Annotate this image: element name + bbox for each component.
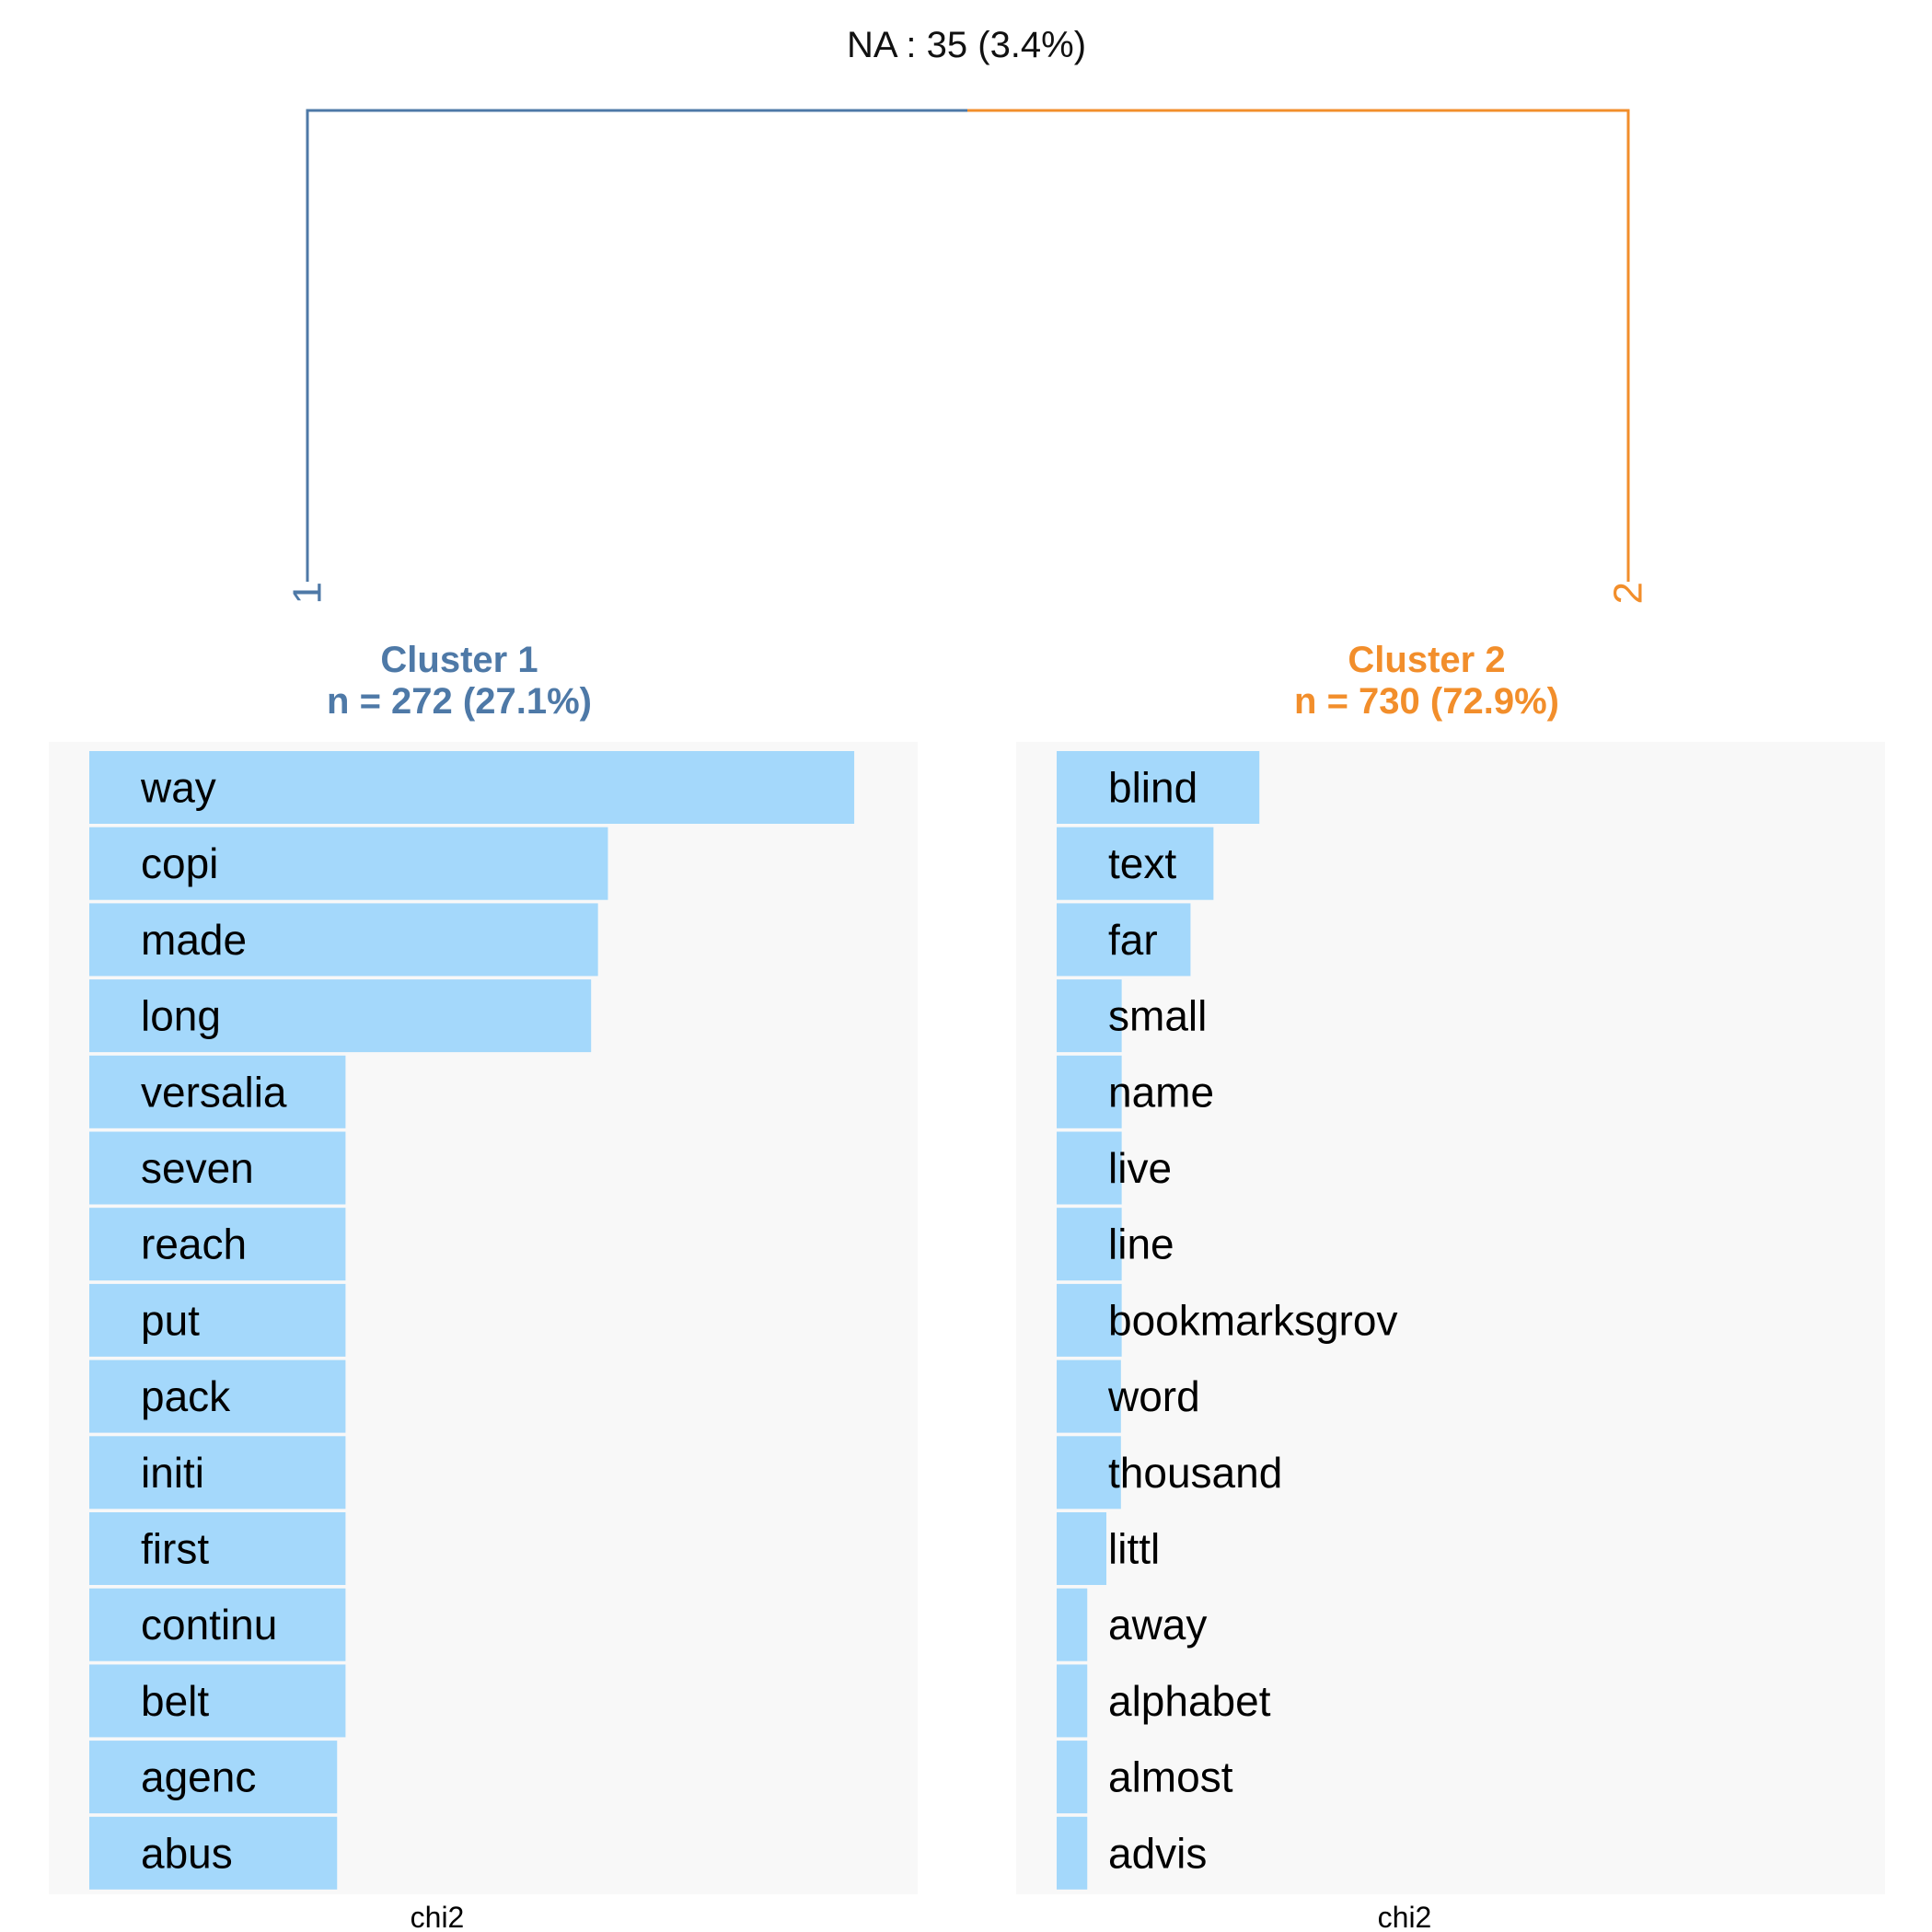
- term-label: copi: [141, 839, 218, 887]
- term-label: live: [1108, 1144, 1172, 1192]
- dendrogram-branch-cluster-2: [967, 109, 1630, 582]
- term-label: put: [141, 1296, 200, 1344]
- term-label: name: [1108, 1068, 1214, 1116]
- bar: [89, 751, 855, 824]
- bar: [89, 979, 592, 1053]
- bar: [89, 1208, 346, 1281]
- bar: [89, 1055, 346, 1128]
- leaf-label-cluster-1: 1: [285, 582, 330, 604]
- bar: [1057, 1741, 1088, 1814]
- x-axis-label: chi2: [411, 1901, 465, 1932]
- bar: [1057, 1208, 1122, 1281]
- bar: [1057, 1359, 1121, 1433]
- bar: [1057, 751, 1260, 824]
- term-label: initi: [141, 1449, 204, 1497]
- bar: [89, 827, 608, 900]
- bar: [1057, 1131, 1122, 1205]
- cluster-panels: Cluster 1n = 272 (27.1%) way copi made long v…: [49, 640, 1885, 1932]
- bar: [89, 903, 598, 977]
- bar: [1057, 1512, 1107, 1585]
- bar: [1057, 979, 1122, 1053]
- bar: [1057, 1283, 1122, 1357]
- term-label: pack: [141, 1372, 231, 1420]
- term-label: alphabet: [1108, 1677, 1271, 1725]
- term-label: small: [1108, 992, 1207, 1040]
- term-label: bookmarksgrov: [1108, 1296, 1397, 1344]
- bar: [89, 1512, 346, 1585]
- cluster-2-panel: Cluster 2n = 730 (72.9%) blind text far smal…: [1016, 640, 1885, 1932]
- term-label: almost: [1108, 1753, 1233, 1801]
- term-label: thousand: [1108, 1449, 1282, 1497]
- term-label: far: [1108, 916, 1158, 964]
- bar: [89, 1588, 346, 1661]
- term-label: advis: [1108, 1829, 1207, 1877]
- term-label: versalia: [141, 1068, 287, 1116]
- bar: [89, 1359, 346, 1433]
- na-count-label: NA : 35 (3.4%): [847, 25, 1086, 65]
- term-label: blind: [1108, 764, 1197, 812]
- term-label: text: [1108, 839, 1176, 887]
- term-label: littl: [1108, 1525, 1160, 1573]
- term-label: line: [1108, 1221, 1174, 1268]
- cluster-title: Cluster 2: [1348, 640, 1505, 680]
- term-label: away: [1108, 1601, 1207, 1649]
- bar: [89, 1283, 346, 1357]
- term-label: long: [141, 992, 221, 1040]
- bar: [1057, 827, 1214, 900]
- term-label: way: [140, 764, 216, 812]
- term-label: first: [141, 1525, 209, 1573]
- term-label: word: [1107, 1372, 1200, 1420]
- leaf-label-cluster-2: 2: [1606, 582, 1651, 604]
- x-axis-label: chi2: [1378, 1901, 1432, 1932]
- term-label: abus: [141, 1829, 233, 1877]
- bar: [89, 1436, 346, 1510]
- term-label: agenc: [141, 1753, 256, 1801]
- bar: [89, 1741, 338, 1814]
- bar: [89, 1816, 338, 1890]
- bar: [89, 1131, 346, 1205]
- bar: [1057, 1588, 1088, 1661]
- bar: [1057, 1816, 1088, 1890]
- bar: [1057, 1055, 1122, 1128]
- term-label: belt: [141, 1677, 209, 1725]
- bar: [89, 1664, 346, 1738]
- cluster-1-panel: Cluster 1n = 272 (27.1%) way copi made long v…: [49, 640, 918, 1932]
- term-label: made: [141, 916, 247, 964]
- cluster-title: Cluster 1: [380, 640, 538, 680]
- cluster-size-label: n = 272 (27.1%): [327, 681, 592, 722]
- bar: [1057, 903, 1191, 977]
- term-label: reach: [141, 1221, 247, 1268]
- bar: [1057, 1436, 1121, 1510]
- bar: [1057, 1664, 1088, 1738]
- term-label: continu: [141, 1601, 277, 1649]
- cluster-size-label: n = 730 (72.9%): [1294, 681, 1559, 722]
- term-label: seven: [141, 1144, 254, 1192]
- dendrogram-branch-cluster-1: [306, 109, 967, 582]
